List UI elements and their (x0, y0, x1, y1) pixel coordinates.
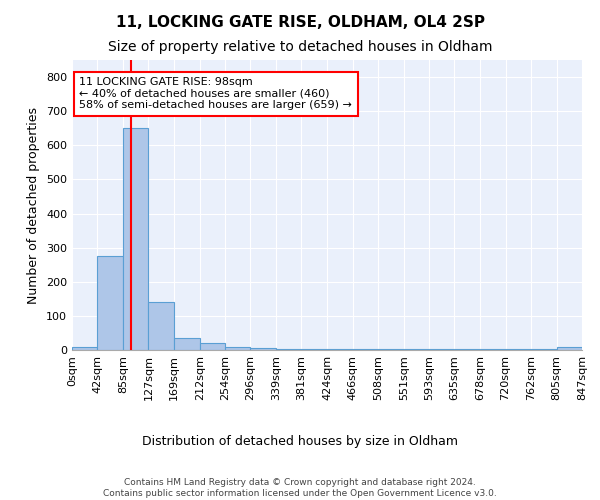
Y-axis label: Number of detached properties: Number of detached properties (28, 106, 40, 304)
Bar (72, 346, 97, 350)
Bar (225, 348, 250, 350)
Bar (480, 349, 506, 350)
Bar (174, 338, 200, 350)
Text: 11, LOCKING GATE RISE, OLDHAM, OL4 2SP: 11, LOCKING GATE RISE, OLDHAM, OL4 2SP (115, 15, 485, 30)
Bar (148, 302, 174, 350)
Bar (123, 128, 148, 350)
Bar (200, 343, 225, 350)
Bar (250, 348, 276, 350)
Bar (557, 348, 582, 350)
Text: Size of property relative to detached houses in Oldham: Size of property relative to detached ho… (108, 40, 492, 54)
Bar (328, 348, 353, 350)
Text: Distribution of detached houses by size in Oldham: Distribution of detached houses by size … (142, 435, 458, 448)
Bar (97, 256, 123, 350)
Bar (378, 349, 404, 350)
Bar (454, 348, 480, 350)
Bar (429, 349, 454, 350)
Bar (353, 348, 378, 350)
Bar (404, 349, 429, 350)
Bar (531, 349, 557, 350)
Text: Contains HM Land Registry data © Crown copyright and database right 2024.
Contai: Contains HM Land Registry data © Crown c… (103, 478, 497, 498)
Bar (301, 348, 328, 350)
Bar (506, 349, 531, 350)
Bar (276, 348, 301, 350)
Text: 11 LOCKING GATE RISE: 98sqm
← 40% of detached houses are smaller (460)
58% of se: 11 LOCKING GATE RISE: 98sqm ← 40% of det… (79, 77, 352, 110)
